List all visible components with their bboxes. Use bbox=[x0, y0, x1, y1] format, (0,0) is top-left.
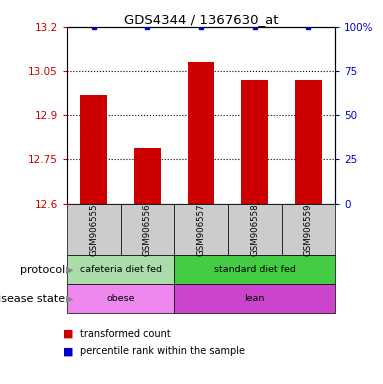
Bar bbox=[188, 62, 214, 204]
Text: transformed count: transformed count bbox=[80, 329, 171, 339]
Text: cafeteria diet fed: cafeteria diet fed bbox=[80, 265, 162, 274]
Text: disease state: disease state bbox=[0, 293, 65, 304]
Bar bbox=[295, 80, 322, 204]
Text: GSM906559: GSM906559 bbox=[304, 203, 313, 256]
Text: GSM906557: GSM906557 bbox=[196, 203, 206, 256]
Text: ■: ■ bbox=[63, 346, 74, 356]
Text: GSM906556: GSM906556 bbox=[143, 203, 152, 256]
Bar bbox=[241, 80, 268, 204]
Text: ▶: ▶ bbox=[66, 293, 74, 304]
Bar bbox=[134, 147, 161, 204]
Text: GSM906558: GSM906558 bbox=[250, 203, 259, 256]
Title: GDS4344 / 1367630_at: GDS4344 / 1367630_at bbox=[124, 13, 278, 26]
Text: protocol: protocol bbox=[20, 265, 65, 275]
Bar bbox=[80, 94, 107, 204]
Text: ■: ■ bbox=[63, 329, 74, 339]
Text: ▶: ▶ bbox=[66, 265, 74, 275]
Text: obese: obese bbox=[106, 294, 135, 303]
Text: lean: lean bbox=[244, 294, 265, 303]
Text: standard diet fed: standard diet fed bbox=[214, 265, 296, 274]
Text: GSM906555: GSM906555 bbox=[89, 203, 98, 256]
Text: percentile rank within the sample: percentile rank within the sample bbox=[80, 346, 246, 356]
